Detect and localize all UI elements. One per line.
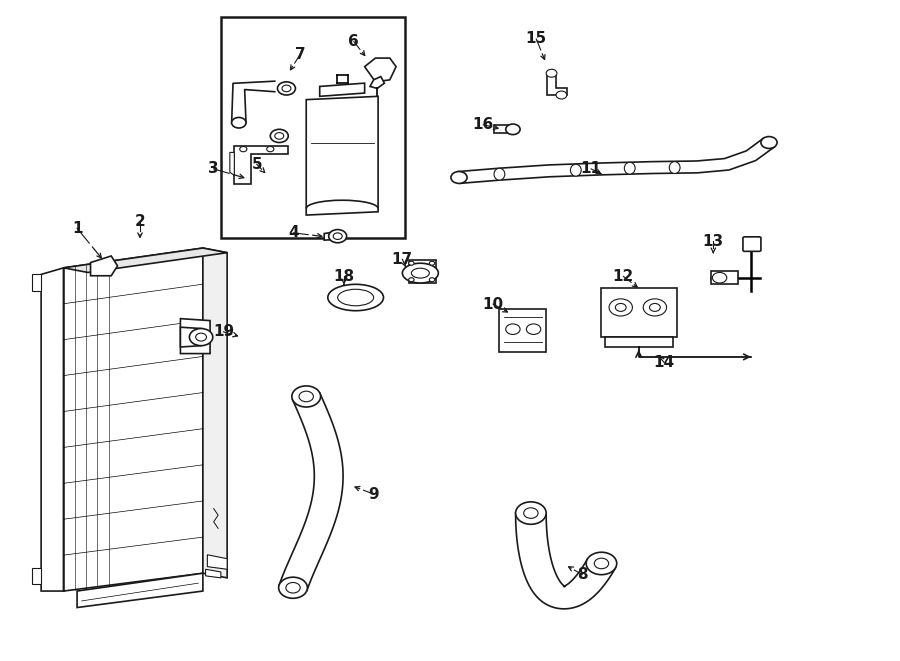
Polygon shape [32, 568, 41, 584]
Text: 6: 6 [348, 34, 359, 49]
Circle shape [270, 130, 288, 143]
Circle shape [506, 324, 520, 334]
Circle shape [195, 333, 206, 341]
Polygon shape [324, 231, 338, 240]
Circle shape [526, 324, 541, 334]
Text: 18: 18 [333, 269, 355, 284]
Text: 7: 7 [294, 48, 305, 62]
Polygon shape [234, 146, 288, 184]
Polygon shape [409, 260, 436, 283]
Circle shape [277, 82, 295, 95]
Circle shape [609, 299, 633, 316]
Ellipse shape [411, 268, 429, 278]
FancyBboxPatch shape [742, 237, 760, 251]
Circle shape [594, 558, 608, 568]
Text: 9: 9 [368, 486, 379, 502]
Circle shape [299, 391, 313, 402]
Circle shape [231, 118, 246, 128]
Polygon shape [91, 256, 118, 276]
Polygon shape [180, 327, 201, 347]
Circle shape [556, 91, 567, 99]
Polygon shape [494, 126, 513, 134]
Text: 19: 19 [213, 325, 234, 339]
Ellipse shape [328, 284, 383, 311]
Polygon shape [205, 569, 220, 578]
Circle shape [644, 299, 667, 316]
Circle shape [760, 137, 777, 149]
Polygon shape [606, 337, 673, 347]
Text: 5: 5 [251, 157, 262, 172]
Circle shape [328, 229, 346, 243]
Text: 4: 4 [288, 225, 299, 241]
Polygon shape [711, 271, 738, 284]
Polygon shape [547, 73, 567, 95]
Circle shape [274, 133, 284, 139]
Ellipse shape [338, 290, 374, 306]
Circle shape [279, 577, 308, 598]
Text: 13: 13 [703, 234, 724, 249]
Ellipse shape [625, 163, 635, 174]
Text: 8: 8 [577, 567, 588, 582]
Text: 12: 12 [613, 269, 634, 284]
Circle shape [286, 582, 301, 593]
Circle shape [282, 85, 291, 92]
Text: 14: 14 [653, 355, 674, 369]
Circle shape [266, 147, 274, 152]
Ellipse shape [571, 165, 581, 176]
Circle shape [713, 272, 727, 283]
Text: 16: 16 [472, 117, 494, 132]
Text: 15: 15 [526, 32, 547, 46]
Circle shape [506, 124, 520, 135]
Text: 3: 3 [209, 161, 219, 176]
Circle shape [333, 233, 342, 239]
Circle shape [546, 69, 557, 77]
Polygon shape [32, 274, 41, 291]
Circle shape [409, 261, 414, 265]
Circle shape [586, 552, 616, 574]
Circle shape [650, 303, 661, 311]
Text: 1: 1 [72, 221, 82, 236]
Polygon shape [364, 58, 396, 82]
Polygon shape [64, 248, 202, 591]
Circle shape [292, 386, 320, 407]
Ellipse shape [494, 169, 505, 180]
Circle shape [524, 508, 538, 518]
Ellipse shape [402, 263, 438, 283]
Circle shape [239, 147, 247, 152]
Text: 10: 10 [482, 297, 504, 311]
Polygon shape [202, 248, 227, 578]
Ellipse shape [670, 162, 680, 174]
Polygon shape [500, 309, 546, 352]
Polygon shape [306, 97, 378, 215]
Circle shape [616, 303, 626, 311]
Circle shape [516, 502, 546, 524]
Circle shape [409, 278, 414, 282]
Circle shape [429, 261, 435, 265]
Text: 11: 11 [580, 161, 601, 176]
Text: 17: 17 [392, 252, 413, 267]
Polygon shape [220, 17, 405, 238]
Circle shape [429, 278, 435, 282]
Polygon shape [230, 153, 234, 175]
Circle shape [189, 329, 212, 346]
Polygon shape [207, 555, 227, 569]
Circle shape [451, 172, 467, 183]
Polygon shape [601, 288, 678, 337]
Polygon shape [180, 319, 210, 354]
Polygon shape [77, 573, 202, 607]
Text: 2: 2 [135, 214, 146, 229]
Polygon shape [41, 268, 64, 591]
Polygon shape [370, 77, 384, 89]
Polygon shape [320, 83, 365, 97]
Polygon shape [64, 248, 227, 272]
